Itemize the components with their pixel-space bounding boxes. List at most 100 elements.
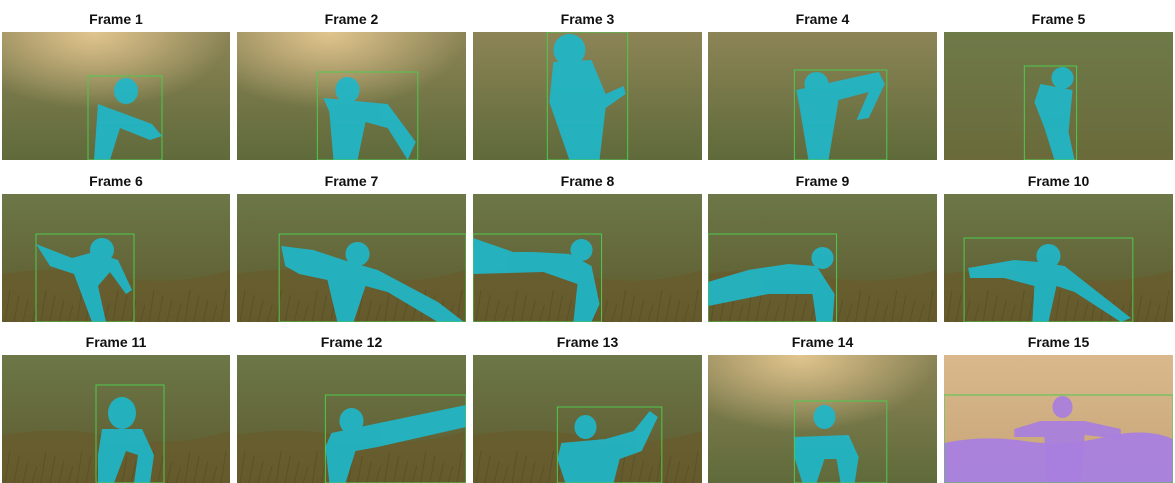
frame-image: [708, 32, 937, 160]
grass-blade: [683, 465, 690, 483]
grass-blade: [257, 460, 264, 483]
grass-blade: [620, 289, 627, 322]
frame-cell: Frame 7: [237, 170, 466, 322]
grass-blade: [493, 299, 500, 322]
frame-title: Frame 4: [795, 11, 850, 27]
grass-blade: [647, 304, 654, 322]
grass-blade: [791, 294, 798, 322]
grass-blade: [638, 299, 645, 322]
grass-blade: [502, 465, 509, 483]
frame-image: [2, 32, 230, 160]
frame-image: [708, 355, 937, 483]
frame-title: Frame 10: [1027, 173, 1090, 189]
grass-blade: [547, 450, 554, 483]
grass-blade: [873, 299, 880, 322]
frame-cell: Frame 9: [708, 170, 937, 322]
grass-blade: [1064, 294, 1071, 322]
frame-cell: Frame 15: [944, 331, 1173, 483]
frame-title: Frame 13: [556, 334, 619, 350]
grass-blade: [918, 304, 925, 322]
frame-image: [2, 355, 230, 483]
grass-blade: [157, 294, 164, 322]
grass-blade: [184, 450, 191, 483]
grass-blade: [357, 294, 364, 322]
swimmer-segmentation-mask: [794, 405, 859, 483]
grass-blade: [366, 460, 373, 483]
frame-cell: Frame 10: [944, 170, 1173, 322]
grass-blade: [284, 294, 291, 322]
swimmer-segmentation-mask: [549, 34, 626, 160]
grass-blade: [22, 460, 29, 483]
grass-blade: [529, 460, 536, 483]
grass-blade: [211, 304, 218, 322]
grass-blade: [629, 455, 636, 483]
grass-blade: [656, 450, 663, 483]
grass-blade: [293, 299, 300, 322]
detection-box: [87, 75, 163, 160]
grass-blade: [76, 450, 83, 483]
grass-blade: [475, 289, 482, 322]
grass-blade: [456, 450, 463, 483]
grass-blade: [275, 289, 282, 322]
grass-blade: [429, 455, 436, 483]
grass-blade: [366, 299, 373, 322]
grass-blade: [638, 460, 645, 483]
grass-blade: [148, 289, 155, 322]
frame-cell: Frame 13: [473, 331, 702, 483]
grass-blade: [112, 289, 119, 322]
detection-box: [278, 233, 466, 322]
frame-image: [944, 194, 1173, 322]
grass-blade: [266, 465, 273, 483]
grass-blade: [311, 450, 318, 483]
swimmer-segmentation-mask: [281, 242, 464, 322]
frame-image: [2, 194, 230, 322]
grass-blade: [773, 304, 780, 322]
grass-blade: [692, 289, 699, 322]
grass-blade: [284, 455, 291, 483]
grass-blade: [220, 289, 227, 322]
frame-image: [944, 32, 1173, 160]
frame-title: Frame 8: [560, 173, 615, 189]
grass-blade: [538, 465, 545, 483]
grass-blade: [447, 465, 454, 483]
grass-blade: [520, 455, 527, 483]
seagrass: [2, 269, 230, 322]
swimmer-segmentation-mask: [968, 244, 1131, 322]
grass-blade: [257, 299, 264, 322]
grass-blade: [166, 299, 173, 322]
grass-blade: [891, 289, 898, 322]
grass-blade: [737, 304, 744, 322]
swimmer-segmentation-mask: [36, 238, 132, 322]
grass-blade: [275, 450, 282, 483]
grass-blade: [1145, 299, 1152, 322]
grass-blade: [311, 289, 318, 322]
frame-cell: Frame 12: [237, 331, 466, 483]
grass-blade: [302, 304, 309, 322]
grass-blade: [728, 299, 735, 322]
grass-blade: [927, 289, 934, 322]
grass-blade: [384, 450, 391, 483]
frame-title: Frame 5: [1031, 11, 1086, 27]
grass-blade: [76, 289, 83, 322]
grass-blade: [193, 294, 200, 322]
grass-blade: [683, 304, 690, 322]
grass-blade: [964, 299, 971, 322]
grass-blade: [611, 304, 618, 322]
detection-box: [963, 237, 1134, 322]
grass-blade: [493, 460, 500, 483]
grass-blade: [909, 299, 916, 322]
grass-blade: [656, 289, 663, 322]
grass-blade: [130, 460, 137, 483]
grass-blade: [420, 450, 427, 483]
frame-title: Frame 11: [85, 334, 147, 350]
grass-blade: [411, 465, 418, 483]
grass-blade: [157, 455, 164, 483]
grass-blade: [837, 299, 844, 322]
grass-blade: [647, 465, 654, 483]
grass-blade: [1018, 289, 1025, 322]
grass-blade: [973, 304, 980, 322]
swimmer-segmentation-mask: [98, 397, 154, 483]
grass-blade: [1073, 299, 1080, 322]
grass-blade: [982, 289, 989, 322]
frame-image: [944, 355, 1173, 483]
